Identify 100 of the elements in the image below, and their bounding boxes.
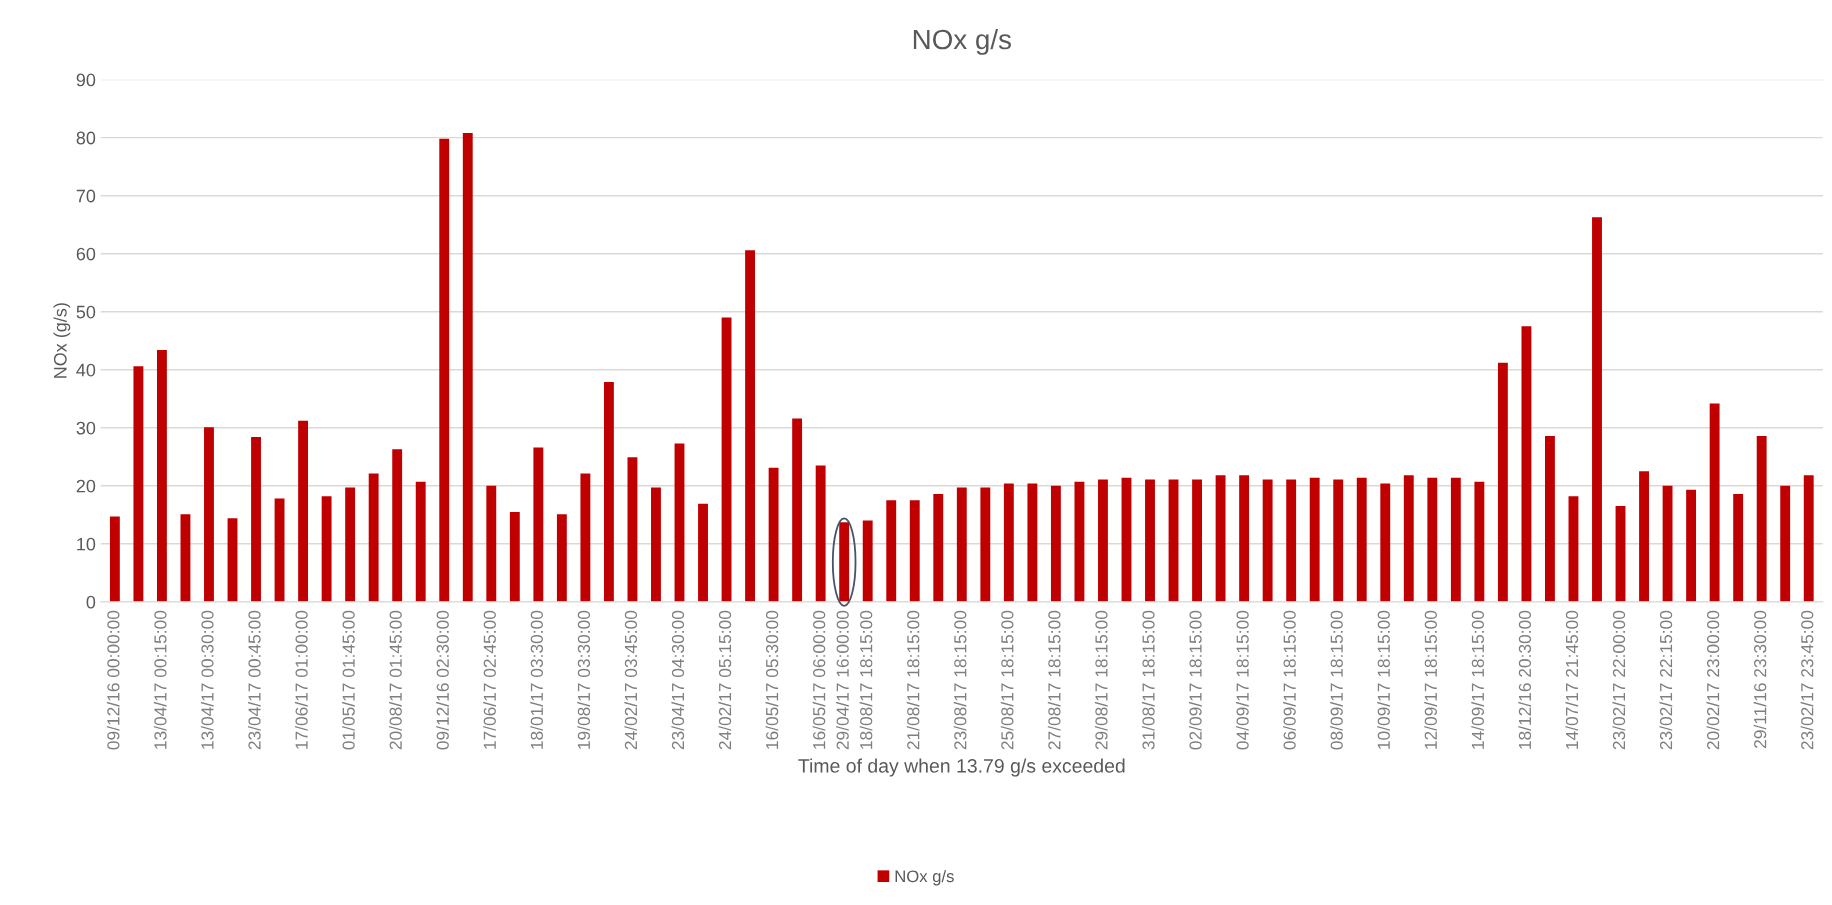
bar (251, 437, 261, 602)
bar (1639, 471, 1649, 602)
bar (580, 473, 591, 602)
x-tick-label: 13/04/17 00:15:00 (153, 610, 167, 749)
x-axis-title: Time of day when 13.79 g/s exceeded (798, 758, 1125, 777)
bar (321, 496, 332, 602)
bar (674, 443, 685, 602)
bar (1615, 506, 1626, 602)
x-tick-label: 20/02/17 23:00:00 (1706, 610, 1720, 750)
bar (721, 317, 732, 602)
x-tick-label: 23/08/17 18:15:00 (953, 610, 967, 750)
bar (1050, 485, 1061, 602)
y-tick-label: 20 (76, 479, 96, 493)
x-tick-label: 09/12/16 02:30:00 (436, 610, 449, 750)
x-tick-label: 23/04/17 04:30:00 (671, 610, 685, 750)
bar (1427, 477, 1438, 602)
bar (1027, 483, 1038, 602)
x-tick-label: 08/09/17 18:15:00 (1330, 610, 1343, 750)
x-tick-label: 19/08/17 03:30:00 (577, 610, 591, 749)
bar (1121, 477, 1132, 602)
bar (368, 473, 379, 602)
bar (298, 420, 309, 602)
x-tick-label: 18/08/17 18:15:00 (859, 610, 873, 749)
x-tick-label: 23/02/17 23:45:00 (1800, 610, 1814, 750)
bar (792, 418, 803, 602)
bar (556, 514, 567, 602)
x-tick-label: 14/07/17 21:45:00 (1565, 610, 1579, 749)
x-tick-label: 10/09/17 18:15:00 (1377, 610, 1390, 749)
y-axis-title: NOx (g/s) (53, 303, 71, 378)
bar (1074, 481, 1085, 602)
bar (980, 487, 991, 602)
bar (204, 427, 214, 602)
bar (156, 350, 167, 602)
x-tick-label: 23/02/17 22:00:00 (1612, 610, 1626, 750)
bar (1497, 362, 1508, 602)
x-tick-label: 02/09/17 18:15:00 (1188, 610, 1202, 750)
bar (651, 487, 661, 602)
bar (1545, 435, 1555, 602)
bar (1592, 217, 1602, 602)
x-tick-label: 06/09/17 18:15:00 (1283, 610, 1296, 750)
bar (1192, 479, 1202, 602)
x-tick-label: 25/08/17 18:15:00 (1000, 610, 1014, 750)
bar (1168, 479, 1179, 602)
bar (815, 465, 826, 602)
bar (1662, 485, 1673, 602)
bar (1756, 435, 1767, 602)
chart-title: NOx g/s (913, 28, 1011, 55)
x-tick-label: 17/06/17 02:45:00 (483, 610, 496, 749)
bar (1098, 479, 1108, 602)
y-tick-label: 90 (76, 73, 96, 87)
x-tick-label: 18/12/16 20:30:00 (1518, 610, 1532, 749)
x-tick-label: 14/09/17 18:15:00 (1471, 610, 1485, 749)
bar (109, 516, 120, 602)
bar (1780, 485, 1791, 602)
bar (227, 518, 238, 602)
bar (956, 487, 967, 602)
bar (509, 511, 520, 602)
x-tick-label: 17/06/17 01:00:00 (294, 610, 308, 749)
y-tick-label: 10 (77, 537, 96, 551)
bar (745, 250, 756, 602)
x-tick-label: 20/08/17 01:45:00 (389, 610, 402, 750)
x-tick-label: 09/12/16 00:00:00 (106, 610, 120, 750)
bar (486, 485, 497, 602)
bar (133, 366, 144, 602)
bar (533, 447, 544, 602)
x-tick-label: 21/08/17 18:15:00 (906, 610, 920, 750)
bar (1333, 479, 1344, 602)
bar (180, 514, 191, 602)
x-tick-label: 29/08/17 18:15:00 (1094, 610, 1108, 750)
x-tick-label: 04/09/17 18:15:00 (1236, 610, 1249, 750)
bar (1686, 489, 1697, 602)
y-tick-label: 50 (76, 305, 96, 319)
bar (1521, 326, 1532, 602)
bar (462, 133, 473, 602)
bar (862, 520, 873, 602)
x-tick-label: 31/08/17 18:15:00 (1141, 610, 1155, 750)
legend-label: NOx g/s (895, 869, 954, 886)
y-tick-label: 60 (76, 247, 96, 261)
bar (698, 503, 708, 602)
y-tick-label: 0 (86, 595, 96, 609)
bar (886, 500, 897, 602)
y-tick-label: 30 (76, 421, 96, 435)
x-tick-label: 18/01/17 03:30:00 (530, 610, 543, 749)
bar (1380, 483, 1391, 602)
bar (1733, 493, 1744, 602)
bar (439, 138, 450, 602)
bar (1450, 477, 1461, 602)
x-tick-label: 13/04/17 00:30:00 (200, 610, 214, 749)
bar (603, 381, 614, 602)
x-tick-label: 24/02/17 05:15:00 (718, 610, 732, 750)
y-tick-label: 40 (76, 363, 96, 377)
bar (274, 498, 285, 602)
bar (1145, 479, 1155, 602)
x-tick-label: 24/02/17 03:45:00 (624, 610, 638, 750)
x-tick-label: 29/04/17 16:00:00 (836, 610, 849, 750)
bar (1568, 496, 1579, 602)
bar (1215, 475, 1226, 602)
bar (1309, 477, 1320, 602)
bar (1803, 475, 1814, 602)
bar (1709, 403, 1720, 602)
